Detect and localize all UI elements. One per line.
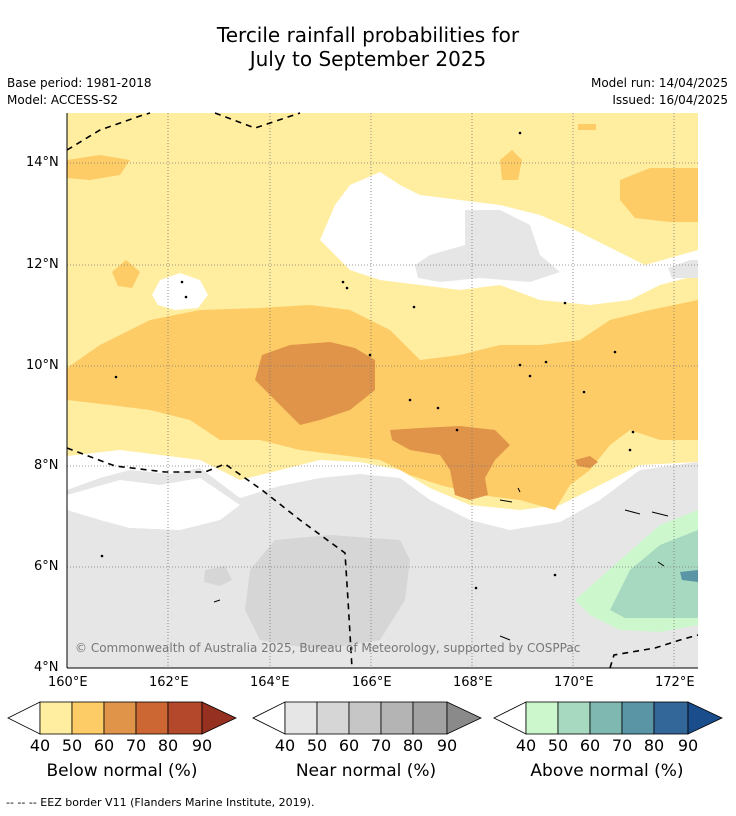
map-title-line2: July to September 2025	[249, 47, 487, 71]
lat-label-10n: 10°N	[26, 358, 59, 373]
below-normal-60-east	[575, 456, 598, 468]
lon-label-166e: 166°E	[352, 675, 392, 690]
base-period-text: Base period: 1981-2018	[7, 76, 152, 90]
above-normal-legend-title: Above normal (%)	[530, 761, 684, 781]
below-tick-50: 50	[61, 736, 83, 755]
below-tick-80: 80	[157, 736, 179, 755]
below-normal-colorbar	[7, 701, 237, 735]
near-normal-colorbar	[252, 701, 482, 735]
lon-label-162e: 162°E	[149, 675, 189, 690]
lat-label-8n: 8°N	[34, 458, 59, 473]
model-name-text: Model: ACCESS-S2	[7, 93, 119, 107]
copyright-text: © Commonwealth of Australia 2025, Bureau…	[75, 641, 581, 655]
below-normal-50-west-blob	[112, 260, 140, 288]
near-tick-50: 50	[306, 736, 328, 755]
above-normal-50-region	[610, 530, 698, 618]
below-normal-60-core	[255, 342, 375, 425]
below-normal-50-small-blob	[500, 150, 522, 180]
islands	[100, 131, 669, 641]
graticule	[67, 113, 698, 668]
below-tick-60: 60	[93, 736, 115, 755]
below-normal-50-corner	[578, 124, 596, 130]
legend-colorbars	[7, 701, 723, 735]
below-normal-50-ne-blob	[620, 168, 698, 222]
above-tick-90: 90	[677, 736, 699, 755]
eez-border	[66, 112, 699, 669]
lat-label-6n: 6°N	[34, 559, 59, 574]
near-normal-legend-title: Near normal (%)	[295, 761, 437, 781]
above-normal-70-patch	[680, 570, 698, 582]
above-tick-70: 70	[611, 736, 633, 755]
lat-label-14n: 14°N	[26, 155, 59, 170]
near-normal-50-patch	[245, 535, 410, 650]
below-tick-40: 40	[29, 736, 51, 755]
eez-footnote: -- -- -- EEZ border V11 (Flanders Marine…	[6, 796, 315, 809]
above-tick-60: 60	[579, 736, 601, 755]
map-title-line1: Tercile rainfall probabilities for	[216, 23, 520, 47]
above-normal-colorbar	[493, 701, 723, 735]
lon-label-160e: 160°E	[48, 675, 88, 690]
below-tick-70: 70	[125, 736, 147, 755]
near-tick-90: 90	[436, 736, 458, 755]
lon-label-170e: 170°E	[554, 675, 594, 690]
issued-date-text: Issued: 16/04/2025	[612, 93, 728, 107]
below-normal-60-south	[390, 426, 510, 500]
lon-label-172e: 172°E	[655, 675, 695, 690]
near-normal-east-patch	[668, 260, 698, 278]
below-normal-legend-title: Below normal (%)	[46, 761, 198, 781]
below-normal-50-north-blob	[67, 155, 130, 180]
above-tick-40: 40	[515, 736, 537, 755]
below-tick-90: 90	[191, 736, 213, 755]
above-tick-80: 80	[643, 736, 665, 755]
model-run-text: Model run: 14/04/2025	[590, 76, 728, 90]
near-tick-60: 60	[338, 736, 360, 755]
lat-label-4n: 4°N	[34, 660, 59, 675]
near-normal-50-patch-2	[204, 566, 232, 586]
above-tick-50: 50	[547, 736, 569, 755]
near-normal-north-patch	[415, 210, 560, 282]
below-normal-50-region	[67, 300, 698, 510]
lon-label-164e: 164°E	[250, 675, 290, 690]
lat-label-12n: 12°N	[26, 257, 59, 272]
equal-chances-band	[67, 478, 240, 530]
near-tick-40: 40	[274, 736, 296, 755]
equal-chances-west-island	[152, 273, 208, 310]
lon-label-168e: 168°E	[453, 675, 493, 690]
near-tick-70: 70	[370, 736, 392, 755]
near-tick-80: 80	[402, 736, 424, 755]
